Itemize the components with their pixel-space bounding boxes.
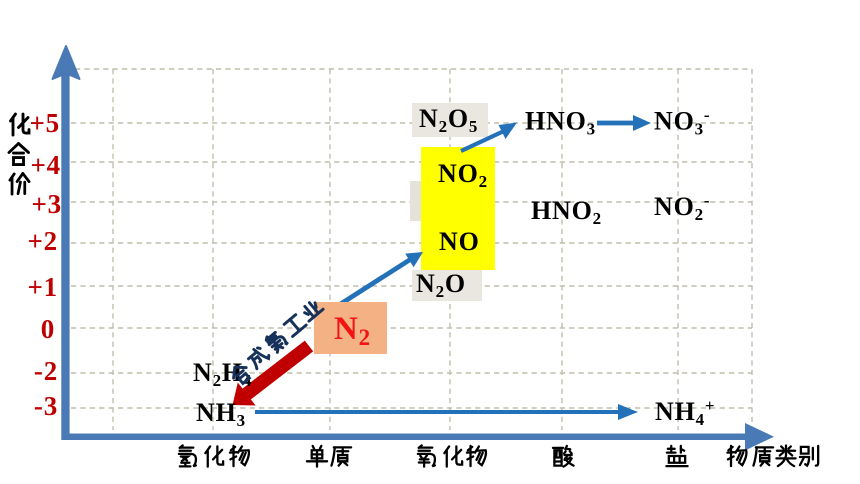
svg-text:NO: NO <box>439 227 480 256</box>
svg-text:+4: +4 <box>31 150 62 180</box>
svg-text:-2: -2 <box>34 356 58 386</box>
svg-text:HNO2: HNO2 <box>531 196 602 228</box>
svg-text:0: 0 <box>41 314 55 344</box>
svg-text:+2: +2 <box>28 226 59 256</box>
svg-text:N2O5: N2O5 <box>419 104 478 136</box>
svg-text:+3: +3 <box>32 189 63 219</box>
svg-text:NH4+: NH4+ <box>655 396 715 429</box>
svg-text:-3: -3 <box>34 391 58 421</box>
svg-text:+5: +5 <box>30 108 61 138</box>
svg-text:+1: +1 <box>28 272 59 302</box>
svg-text:HNO3: HNO3 <box>525 107 596 139</box>
